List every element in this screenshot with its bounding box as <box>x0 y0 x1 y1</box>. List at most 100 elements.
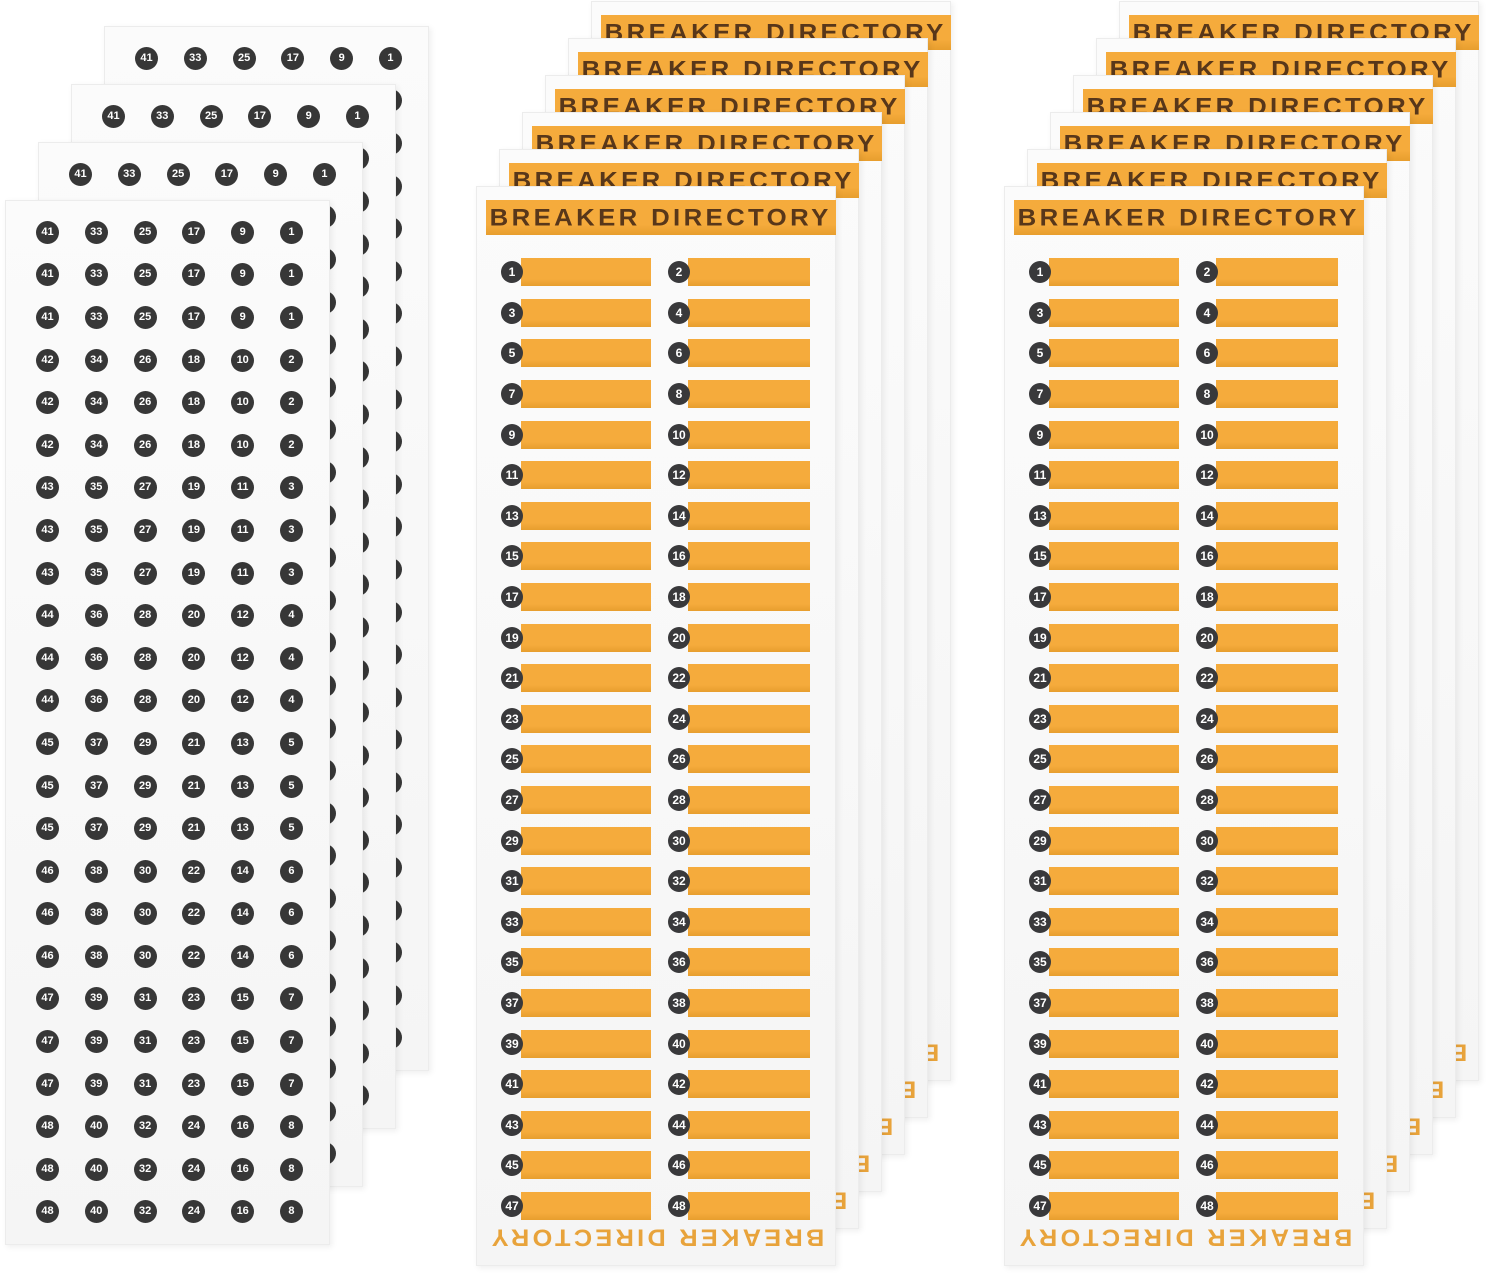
directory-row: 21 22 <box>1004 658 1364 699</box>
number-sticker: 41 <box>102 104 125 128</box>
directory-entry: 39 <box>1029 1029 1179 1058</box>
label-write-in-bar <box>1216 745 1338 774</box>
number-sticker: 17 <box>248 104 272 128</box>
breaker-directory-title: BREAKER DIRECTORY <box>1018 203 1360 231</box>
label-write-in-bar <box>1216 664 1338 693</box>
breaker-number-badge: 38 <box>1196 991 1218 1014</box>
directory-entry: 7 <box>1029 380 1179 409</box>
number-sticker: 33 <box>183 46 207 70</box>
directory-entry: 33 <box>1029 907 1179 936</box>
breaker-number-badge: 35 <box>1029 951 1051 974</box>
breaker-number-badge: 15 <box>1029 545 1051 568</box>
directory-entry: 19 <box>1029 623 1179 652</box>
directory-row: 33 34 <box>1004 902 1364 943</box>
breaker-number-badge: 6 <box>1196 342 1218 365</box>
number-sticker: 9 <box>330 46 354 70</box>
label-write-in-bar <box>1049 907 1179 936</box>
number-sticker: 17 <box>281 46 305 70</box>
label-write-in-bar <box>1049 1191 1179 1220</box>
label-write-in-bar <box>1216 988 1338 1017</box>
label-write-in-bar <box>1216 258 1338 287</box>
breaker-number-badge: 8 <box>1196 383 1218 406</box>
label-write-in-bar <box>1049 867 1179 896</box>
breaker-number-badge: 40 <box>1196 1032 1218 1055</box>
label-write-in-bar <box>1049 1151 1179 1180</box>
breaker-number-badge: 30 <box>1196 829 1218 852</box>
directory-row: 31 32 <box>1004 861 1364 902</box>
breaker-number-badge: 9 <box>1029 423 1051 446</box>
directory-entry: 9 <box>1029 420 1179 449</box>
breaker-number-badge: 47 <box>1029 1194 1051 1217</box>
label-write-in-bar <box>1049 988 1179 1017</box>
directory-entry: 37 <box>1029 988 1179 1017</box>
breaker-number-badge: 21 <box>1029 667 1051 690</box>
label-write-in-bar <box>1216 298 1338 327</box>
label-write-in-bar <box>1216 867 1338 896</box>
directory-row: 11 12 <box>1004 455 1364 496</box>
directory-entry: 30 <box>1196 826 1338 855</box>
breaker-number-badge: 46 <box>1196 1154 1218 1177</box>
number-sticker: 25 <box>199 104 223 128</box>
breaker-directory-footer-title: BREAKER DIRECTORY <box>1016 1224 1352 1253</box>
directory-entry: 41 <box>1029 1070 1179 1099</box>
directory-row: 25 26 <box>1004 739 1364 780</box>
directory-entry: 14 <box>1196 501 1338 530</box>
directory-entry: 11 <box>1029 461 1179 490</box>
number-sticker: 25 <box>232 46 256 70</box>
breaker-number-badge: 27 <box>1029 789 1051 812</box>
label-write-in-bar <box>1049 583 1179 612</box>
directory-entry: 26 <box>1196 745 1338 774</box>
directory-row: 37 38 <box>1004 983 1364 1024</box>
breaker-number-badge: 32 <box>1196 870 1218 893</box>
breaker-number-badge: 36 <box>1196 951 1218 974</box>
breaker-number-badge: 24 <box>1196 707 1218 730</box>
label-write-in-bar <box>1216 1151 1338 1180</box>
label-write-in-bar <box>1216 583 1338 612</box>
directory-row: 41 42 <box>1004 1064 1364 1105</box>
breaker-number-badge: 1 <box>1029 261 1051 284</box>
breaker-number-badge: 18 <box>1196 586 1218 609</box>
label-write-in-bar <box>1049 1029 1179 1058</box>
breaker-number-badge: 25 <box>1029 748 1051 771</box>
breaker-number-badge: 28 <box>1196 789 1218 812</box>
label-write-in-bar <box>1216 501 1338 530</box>
breaker-number-badge: 5 <box>1029 342 1051 365</box>
label-write-in-bar <box>1049 461 1179 490</box>
label-write-in-bar <box>1049 380 1179 409</box>
number-sticker: 41 <box>135 46 158 70</box>
directory-entry: 6 <box>1196 339 1338 368</box>
directory-entry: 21 <box>1029 664 1179 693</box>
directory-entry: 5 <box>1029 339 1179 368</box>
label-write-in-bar <box>1216 704 1338 733</box>
directory-entry: 12 <box>1196 461 1338 490</box>
directory-row: 23 24 <box>1004 699 1364 740</box>
label-write-in-bar <box>1049 1070 1179 1099</box>
breaker-number-badge: 29 <box>1029 829 1051 852</box>
directory-entry: 48 <box>1196 1191 1338 1220</box>
breaker-directory-header-bar: BREAKER DIRECTORY <box>1014 200 1364 235</box>
directory-entry: 32 <box>1196 867 1338 896</box>
label-write-in-bar <box>1049 948 1179 977</box>
label-write-in-bar <box>1216 907 1338 936</box>
label-write-in-bar <box>1049 704 1179 733</box>
directory-entry: 40 <box>1196 1029 1338 1058</box>
directory-entry: 31 <box>1029 867 1179 896</box>
directory-entry: 44 <box>1196 1110 1338 1139</box>
label-write-in-bar <box>1216 420 1338 449</box>
label-write-in-bar <box>1049 1110 1179 1139</box>
directory-entry: 29 <box>1029 826 1179 855</box>
label-write-in-bar <box>1216 542 1338 571</box>
directory-entry: 16 <box>1196 542 1338 571</box>
directory-entry: 24 <box>1196 704 1338 733</box>
directory-entry: 34 <box>1196 907 1338 936</box>
number-sticker: 9 <box>297 104 321 128</box>
breaker-number-badge: 13 <box>1029 504 1051 527</box>
directory-entry: 23 <box>1029 704 1179 733</box>
label-write-in-bar <box>1049 339 1179 368</box>
